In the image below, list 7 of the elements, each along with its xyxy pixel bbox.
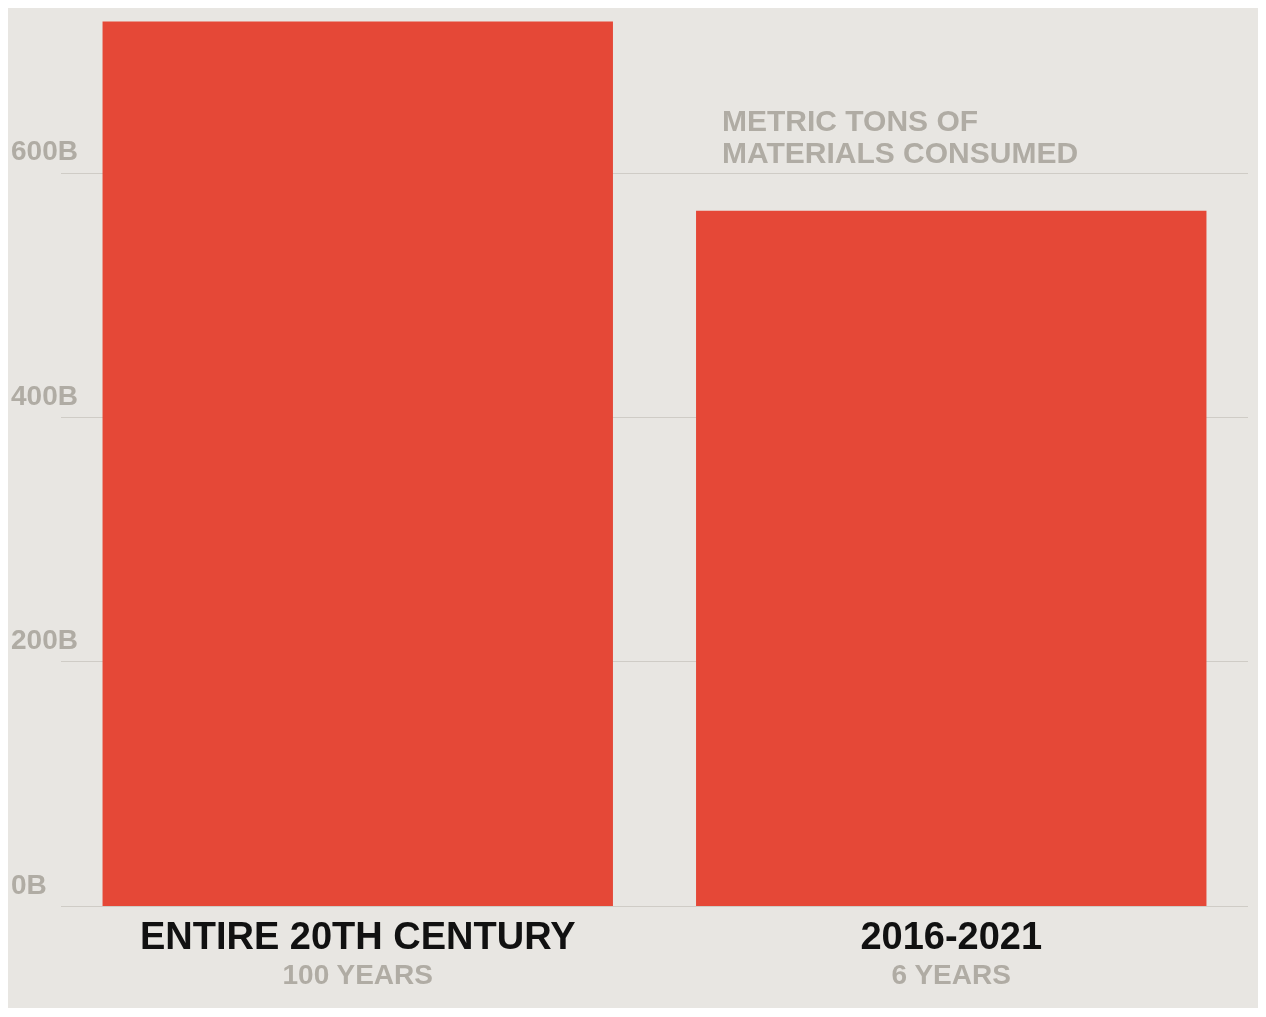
y-tick-label: 400B bbox=[11, 379, 78, 411]
x-tick-label: ENTIRE 20TH CENTURY 100 YEARS bbox=[139, 915, 576, 990]
y-tick-label: 600B bbox=[11, 135, 78, 167]
y-axis-title: METRIC TONS OF MATERIALS CONSUMED bbox=[722, 103, 1079, 169]
y-tick-label: 0B bbox=[11, 868, 47, 900]
x-tick-label: 2016-2021 6 YEARS bbox=[860, 915, 1043, 990]
y-tick-label: 200B bbox=[11, 624, 78, 656]
